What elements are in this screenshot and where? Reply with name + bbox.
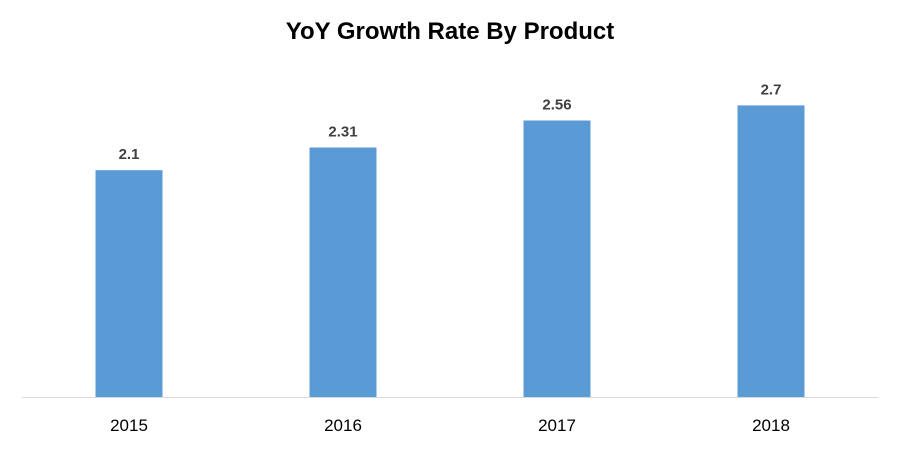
chart-title: YoY Growth Rate By Product: [285, 18, 615, 45]
bar-2017: [523, 120, 591, 397]
bars-layer: [95, 105, 805, 398]
bar-2016: [309, 147, 377, 397]
x-tick-label-2016: 2016: [324, 416, 362, 435]
x-tick-label-2017: 2017: [538, 416, 576, 435]
data-label-2016: 2.31: [328, 124, 357, 141]
data-label-2018: 2.7: [761, 81, 782, 98]
data-label-2015: 2.1: [119, 146, 140, 163]
bar-2015: [95, 170, 163, 397]
data-labels-layer: 2.1 2.31 2.56 2.7: [119, 81, 782, 163]
x-tick-labels-layer: 2015 2016 2017 2018: [110, 416, 790, 435]
x-tick-label-2015: 2015: [110, 416, 148, 435]
x-tick-label-2018: 2018: [752, 416, 790, 435]
bar-2018: [737, 105, 805, 398]
data-label-2017: 2.56: [542, 97, 571, 114]
